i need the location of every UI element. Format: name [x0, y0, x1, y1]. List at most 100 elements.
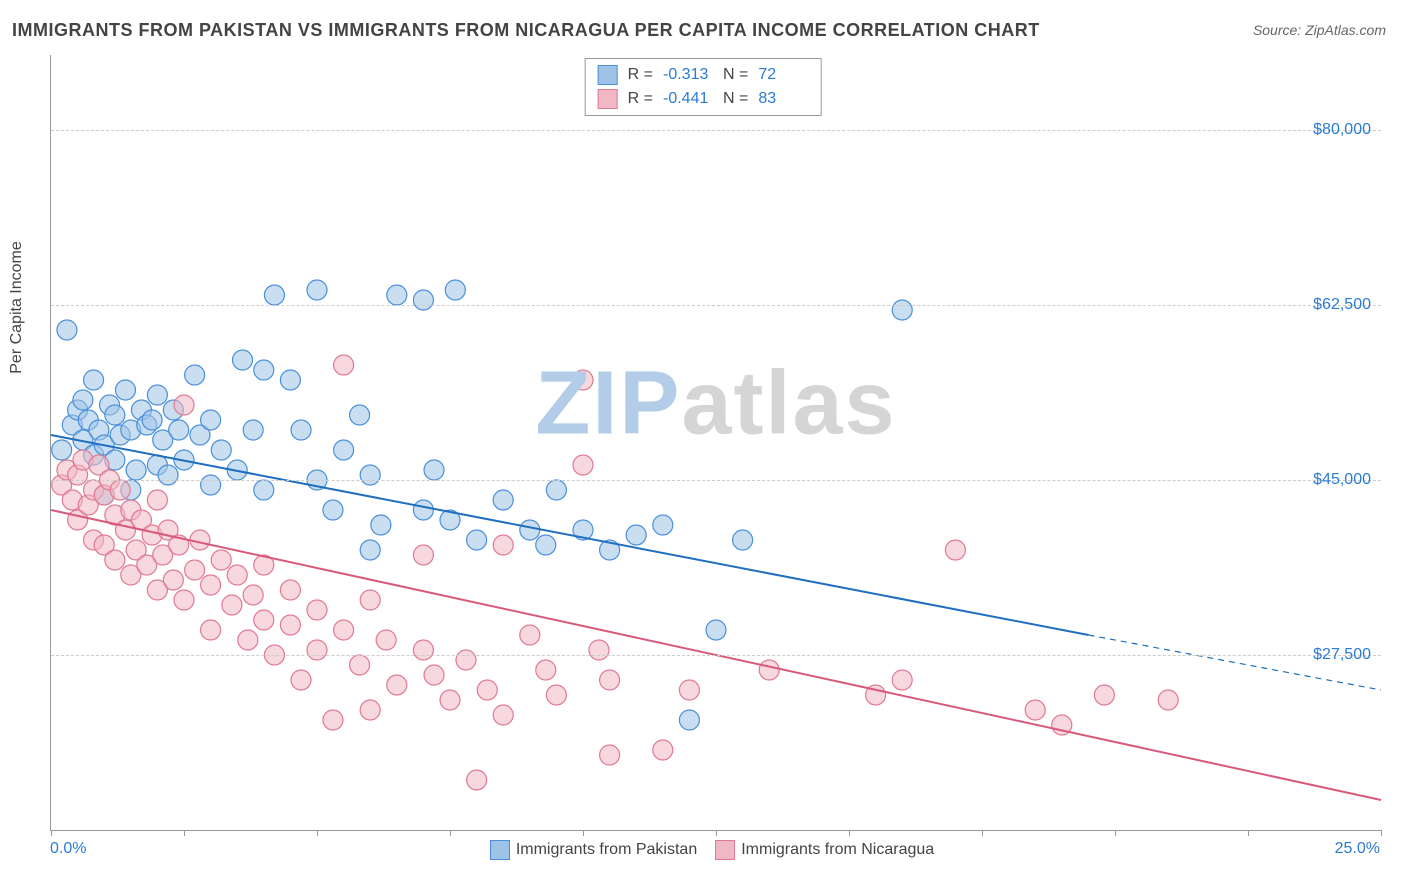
scatter-point [334, 355, 354, 375]
x-tick [317, 830, 318, 836]
scatter-point [600, 670, 620, 690]
x-tick [982, 830, 983, 836]
scatter-point [413, 290, 433, 310]
scatter-point [291, 670, 311, 690]
x-tick [450, 830, 451, 836]
scatter-point [264, 285, 284, 305]
scatter-point [243, 585, 263, 605]
x-tick [1248, 830, 1249, 836]
scatter-point [238, 630, 258, 650]
scatter-point [1094, 685, 1114, 705]
scatter-point [307, 280, 327, 300]
scatter-point [892, 670, 912, 690]
series-legend: Immigrants from Pakistan Immigrants from … [0, 840, 1406, 860]
scatter-point [201, 475, 221, 495]
scatter-point [201, 620, 221, 640]
scatter-point [520, 520, 540, 540]
scatter-point [323, 500, 343, 520]
legend-r-label: R = [628, 90, 653, 108]
legend-swatch [598, 65, 618, 85]
scatter-point [493, 490, 513, 510]
legend-n-label: N = [723, 90, 748, 108]
scatter-point [1158, 690, 1178, 710]
scatter-point [467, 770, 487, 790]
scatter-point [546, 480, 566, 500]
gridline [51, 480, 1381, 481]
scatter-point [185, 365, 205, 385]
scatter-point [57, 320, 77, 340]
scatter-point [254, 480, 274, 500]
scatter-point [440, 690, 460, 710]
legend-r-value: -0.441 [663, 90, 713, 108]
scatter-point [424, 665, 444, 685]
scatter-point [174, 395, 194, 415]
scatter-point [163, 570, 183, 590]
y-tick-label: $62,500 [1313, 296, 1371, 314]
scatter-point [626, 525, 646, 545]
scatter-point [84, 370, 104, 390]
scatter-point [254, 360, 274, 380]
gridline [51, 130, 1381, 131]
scatter-point [350, 405, 370, 425]
scatter-point [211, 550, 231, 570]
legend-n-value: 72 [758, 66, 808, 84]
correlation-legend-row: R =-0.441N =83 [598, 87, 809, 111]
scatter-point [105, 405, 125, 425]
scatter-point [706, 620, 726, 640]
x-tick [716, 830, 717, 836]
scatter-point [493, 535, 513, 555]
correlation-legend-row: R =-0.313N =72 [598, 63, 809, 87]
scatter-point [589, 640, 609, 660]
scatter-point [573, 370, 593, 390]
scatter-point [536, 535, 556, 555]
scatter-point [387, 675, 407, 695]
legend-n-label: N = [723, 66, 748, 84]
legend-series-label: Immigrants from Nicaragua [741, 841, 934, 858]
scatter-point [360, 590, 380, 610]
scatter-point [600, 745, 620, 765]
scatter-point [653, 515, 673, 535]
scatter-point [945, 540, 965, 560]
scatter-point [1025, 700, 1045, 720]
legend-series-label: Immigrants from Pakistan [516, 841, 697, 858]
scatter-point [147, 385, 167, 405]
scatter-point [105, 550, 125, 570]
scatter-point [360, 465, 380, 485]
scatter-point [477, 680, 497, 700]
scatter-point [413, 500, 433, 520]
scatter-point [280, 370, 300, 390]
x-tick [1115, 830, 1116, 836]
scatter-point [222, 595, 242, 615]
scatter-point [536, 660, 556, 680]
scatter-point [653, 740, 673, 760]
scatter-point [185, 560, 205, 580]
scatter-point [679, 710, 699, 730]
legend-r-value: -0.313 [663, 66, 713, 84]
scatter-point [52, 440, 72, 460]
scatter-point [227, 565, 247, 585]
y-tick-label: $45,000 [1313, 471, 1371, 489]
scatter-point [323, 710, 343, 730]
scatter-point [360, 700, 380, 720]
scatter-point [387, 285, 407, 305]
scatter-point [413, 545, 433, 565]
chart-title: IMMIGRANTS FROM PAKISTAN VS IMMIGRANTS F… [12, 20, 1040, 41]
x-tick [849, 830, 850, 836]
scatter-point [169, 420, 189, 440]
scatter-point [142, 410, 162, 430]
scatter-point [280, 580, 300, 600]
plot-area: ZIPatlas $27,500$45,000$62,500$80,000 [50, 55, 1381, 831]
scatter-point [334, 620, 354, 640]
scatter-point [493, 705, 513, 725]
legend-swatch [715, 840, 735, 860]
y-tick-label: $27,500 [1313, 646, 1371, 664]
scatter-point [201, 410, 221, 430]
scatter-point [467, 530, 487, 550]
scatter-point [233, 350, 253, 370]
scatter-point [371, 515, 391, 535]
scatter-point [350, 655, 370, 675]
scatter-point [243, 420, 263, 440]
scatter-point [126, 460, 146, 480]
scatter-point [211, 440, 231, 460]
scatter-point [376, 630, 396, 650]
